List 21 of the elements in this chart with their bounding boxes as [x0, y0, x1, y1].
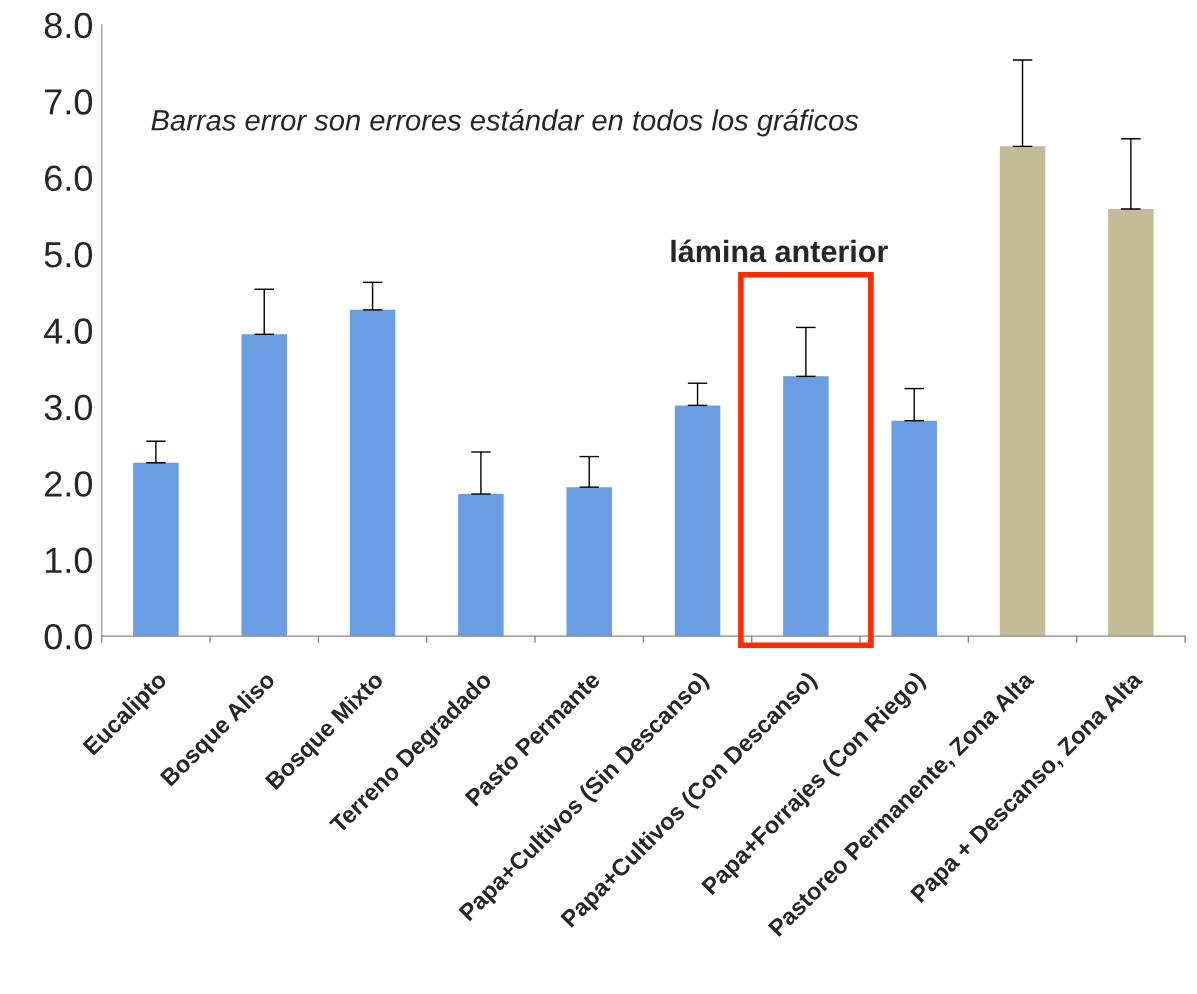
bar [133, 462, 179, 637]
y-tick-label: 8.0 [44, 12, 92, 39]
y-tick-label: 0.0 [44, 624, 92, 650]
bar [1108, 209, 1154, 637]
bar [783, 376, 829, 637]
annotation: lámina anterior [671, 239, 888, 263]
y-tick-label: 5.0 [44, 241, 92, 268]
bar [674, 405, 721, 637]
y-tick-label: 6.0 [45, 165, 92, 192]
y-tick-label: 4.0 [44, 318, 92, 344]
bar [349, 309, 396, 637]
annotation: Barras error son errores estándar en todos los gráficos [151, 108, 859, 137]
y-tick-label: 2.0 [45, 471, 92, 497]
y-tick-label: 7.0 [45, 89, 92, 115]
bar [458, 494, 504, 637]
bar [891, 420, 937, 637]
y-tick-label: 1.0 [45, 547, 92, 574]
bar [566, 487, 612, 637]
bar [999, 146, 1046, 637]
y-tick-label: 3.0 [44, 394, 92, 421]
bar [241, 334, 287, 637]
